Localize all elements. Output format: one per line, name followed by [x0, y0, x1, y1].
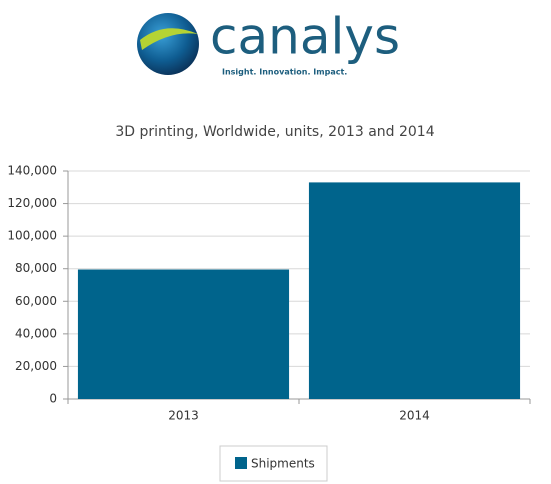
x-tick-label: 2014: [399, 409, 430, 423]
y-tick-label: 100,000: [7, 229, 57, 243]
x-tick-label: 2013: [168, 409, 199, 423]
y-tick-label: 0: [49, 392, 57, 406]
y-tick-label: 140,000: [7, 164, 57, 178]
chart-title: 3D printing, Worldwide, units, 2013 and …: [115, 124, 434, 140]
logo-swoosh: [140, 28, 198, 50]
y-tick-label: 40,000: [15, 326, 57, 340]
y-tick-label: 80,000: [15, 261, 57, 275]
logo-name: canalys: [210, 8, 400, 66]
y-tick-label: 20,000: [15, 359, 57, 373]
logo-globe: [137, 13, 199, 75]
y-tick-label: 60,000: [15, 294, 57, 308]
legend-label: Shipments: [251, 457, 315, 471]
legend-swatch: [235, 457, 247, 469]
y-tick-label: 120,000: [7, 196, 57, 210]
logo-tagline: Insight. Innovation. Impact.: [222, 68, 347, 77]
logo: canalys Insight. Innovation. Impact.: [137, 8, 400, 77]
bar: [308, 182, 521, 399]
bar: [77, 269, 290, 399]
